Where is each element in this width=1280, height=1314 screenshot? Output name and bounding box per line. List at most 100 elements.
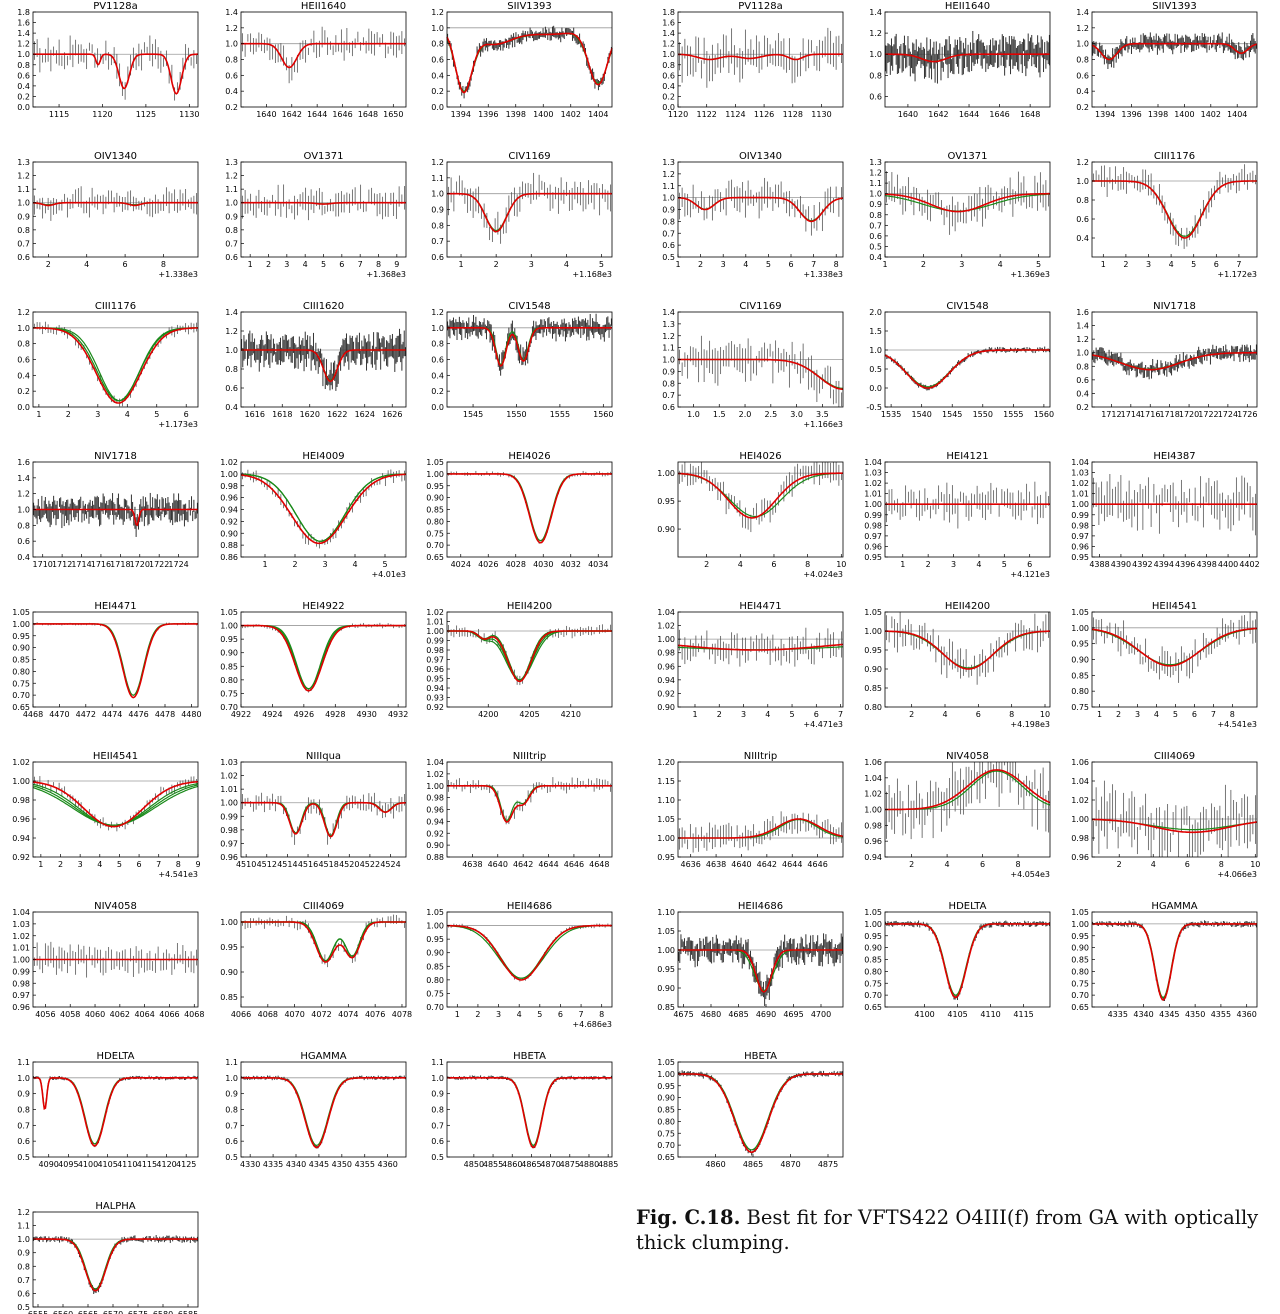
y-tick-label: 0.85	[426, 506, 444, 515]
green-fit-line	[241, 921, 406, 962]
x-offset-label: +1.338e3	[158, 270, 198, 279]
x-tick-label: 4090	[39, 1160, 59, 1169]
axes-frame	[446, 311, 613, 408]
panel-civ1548-left: CIV1548 0.0 0.2 0.4 0.6 0.8 1.0 1.2 1545 1550 1555…	[431, 301, 613, 419]
panel-title: CIII4069	[303, 901, 344, 912]
panel-title: CIV1548	[508, 301, 550, 312]
y-tick-label: 0.8	[225, 226, 238, 235]
red-fit-line	[678, 472, 843, 519]
y-tick-label: 1.01	[220, 785, 238, 794]
y-tick-label: 0.96	[426, 665, 444, 674]
green-fit-line	[33, 623, 198, 696]
y-tick-label: 0.6	[17, 71, 30, 80]
y-tick-label: 0.97	[864, 532, 882, 541]
y-tick-label: 1.3	[869, 158, 882, 167]
y-tick-label: 1.1	[17, 1058, 30, 1067]
x-tick-label: 1	[248, 260, 253, 269]
x-offset-label: +4.471e3	[803, 720, 843, 729]
y-tick-label: 0.9	[869, 200, 882, 209]
y-tick-label: 0.98	[12, 796, 30, 805]
x-tick-label: 4396	[1175, 560, 1195, 569]
y-tick-label: 1.05	[220, 608, 238, 617]
panel-oiv1340-left: OIV1340 0.6 0.7 0.8 0.9 1.0 1.1 1.2 1.3 2 4 6 8+1.33…	[17, 151, 199, 279]
x-tick-label: 1394	[451, 110, 471, 119]
x-tick-label: 4	[998, 260, 1003, 269]
panel-hei4471-left: HEI4471 0.65 0.70 0.75 0.80 0.85 0.90 0.95 1.00 1…	[12, 601, 201, 719]
panel-oiv1340-right: OIV1340 0.5 0.6 0.7 0.8 0.9 1.0 1.1 1.2 1.3 1 2 3 4 5 6…	[662, 151, 844, 279]
axes-frame	[1091, 761, 1258, 858]
red-fit-line	[241, 42, 406, 69]
y-tick-label: 1.15	[657, 777, 675, 786]
axes-frame	[677, 611, 844, 708]
x-tick-label: 5	[1002, 560, 1007, 569]
y-tick-label: 0.90	[864, 665, 882, 674]
y-tick-label: 0.2	[17, 387, 30, 396]
panel-pv1128a-left: PV1128a 0.0 0.20.4 0.60.8 1.01.2 1.41.6 1.8 111…	[17, 1, 199, 119]
y-tick-label: 1.1	[431, 174, 444, 183]
x-tick-label: 8	[176, 860, 181, 869]
axes-frame	[677, 11, 844, 108]
y-tick-label: 1.00	[426, 782, 444, 791]
y-tick-label: 1.0	[1076, 349, 1089, 358]
x-tick-label: 6	[976, 710, 981, 719]
y-tick-label: 1.4	[1076, 8, 1089, 17]
x-tick-label: 5	[766, 260, 771, 269]
x-tick-label: 4516	[298, 860, 318, 869]
y-tick-label: 0.6	[225, 1137, 238, 1146]
panel-title: HEII4541	[1152, 601, 1197, 612]
y-tick-label: 0.9	[17, 1090, 30, 1099]
x-tick-label: 1646	[989, 110, 1009, 119]
y-tick-label: 0.98	[220, 482, 238, 491]
x-tick-label: 1	[882, 260, 887, 269]
y-tick-label: 0.6	[17, 356, 30, 365]
x-tick-label: 2	[704, 560, 709, 569]
x-tick-label: 4928	[325, 710, 345, 719]
x-tick-label: 4522	[360, 860, 380, 869]
panel-ov1371-right: OV1371 0.4 0.50.6 0.70.8 0.91.0 1.11.2 1.3 1 2 3 4…	[869, 151, 1051, 279]
y-tick-label: 1.0	[662, 356, 675, 365]
panel-title: NIV1718	[1153, 301, 1196, 312]
y-tick-label: 0.8	[662, 217, 675, 226]
x-tick-label: 4398	[1196, 560, 1216, 569]
green-fit-line	[884, 349, 1050, 388]
y-tick-label: 1.0	[17, 506, 30, 515]
x-tick-label: 1560	[593, 410, 613, 419]
y-tick-label: 0.0	[17, 103, 30, 112]
red-fit-line	[241, 201, 406, 205]
y-tick-label: 1.2	[17, 490, 30, 499]
x-tick-label: 1716	[1140, 410, 1160, 419]
y-tick-label: 1.02	[12, 932, 30, 941]
y-tick-label: 0.90	[220, 529, 238, 538]
y-tick-label: 0.99	[1071, 511, 1089, 520]
green-fit-line	[447, 925, 612, 979]
y-tick-label: 0.75	[1071, 703, 1089, 712]
x-tick-label: 2	[46, 260, 51, 269]
y-tick-label: 1.0	[225, 1074, 238, 1083]
panel-heii1640-right: HEII1640 0.6 0.8 1.0 1.2 1.4 1640 1642 1644 1646 1…	[869, 1, 1051, 119]
y-tick-label: 0.65	[12, 703, 30, 712]
x-tick-label: 5	[1036, 260, 1041, 269]
panel-title: PV1128a	[93, 1, 137, 12]
y-tick-label: 0.2	[225, 103, 238, 112]
x-tick-label: 1	[458, 260, 463, 269]
y-tick-label: 1.00	[12, 956, 30, 965]
axes-frame	[32, 611, 199, 708]
x-tick-label: 1120	[92, 110, 112, 119]
x-tick-label: 1124	[725, 110, 745, 119]
y-tick-label: 0.4	[431, 71, 444, 80]
x-tick-label: 1724	[1218, 410, 1238, 419]
y-tick-label: 0.5	[869, 365, 882, 374]
x-tick-label: 4394	[1154, 560, 1174, 569]
y-tick-label: 0.98	[12, 979, 30, 988]
x-tick-label: 4030	[533, 560, 553, 569]
red-fit-line	[1092, 180, 1257, 239]
x-tick-label: 1	[262, 560, 267, 569]
y-tick-label: 0.90	[657, 525, 675, 534]
x-tick-label: 8	[1230, 710, 1235, 719]
y-tick-label: 1.0	[17, 1074, 30, 1083]
x-tick-label: 2	[475, 1010, 480, 1019]
x-tick-label: 4078	[392, 1010, 412, 1019]
y-tick-label: 0.7	[225, 239, 238, 248]
y-tick-label: 0.80	[12, 667, 30, 676]
x-tick-label: 3.0	[790, 410, 803, 419]
